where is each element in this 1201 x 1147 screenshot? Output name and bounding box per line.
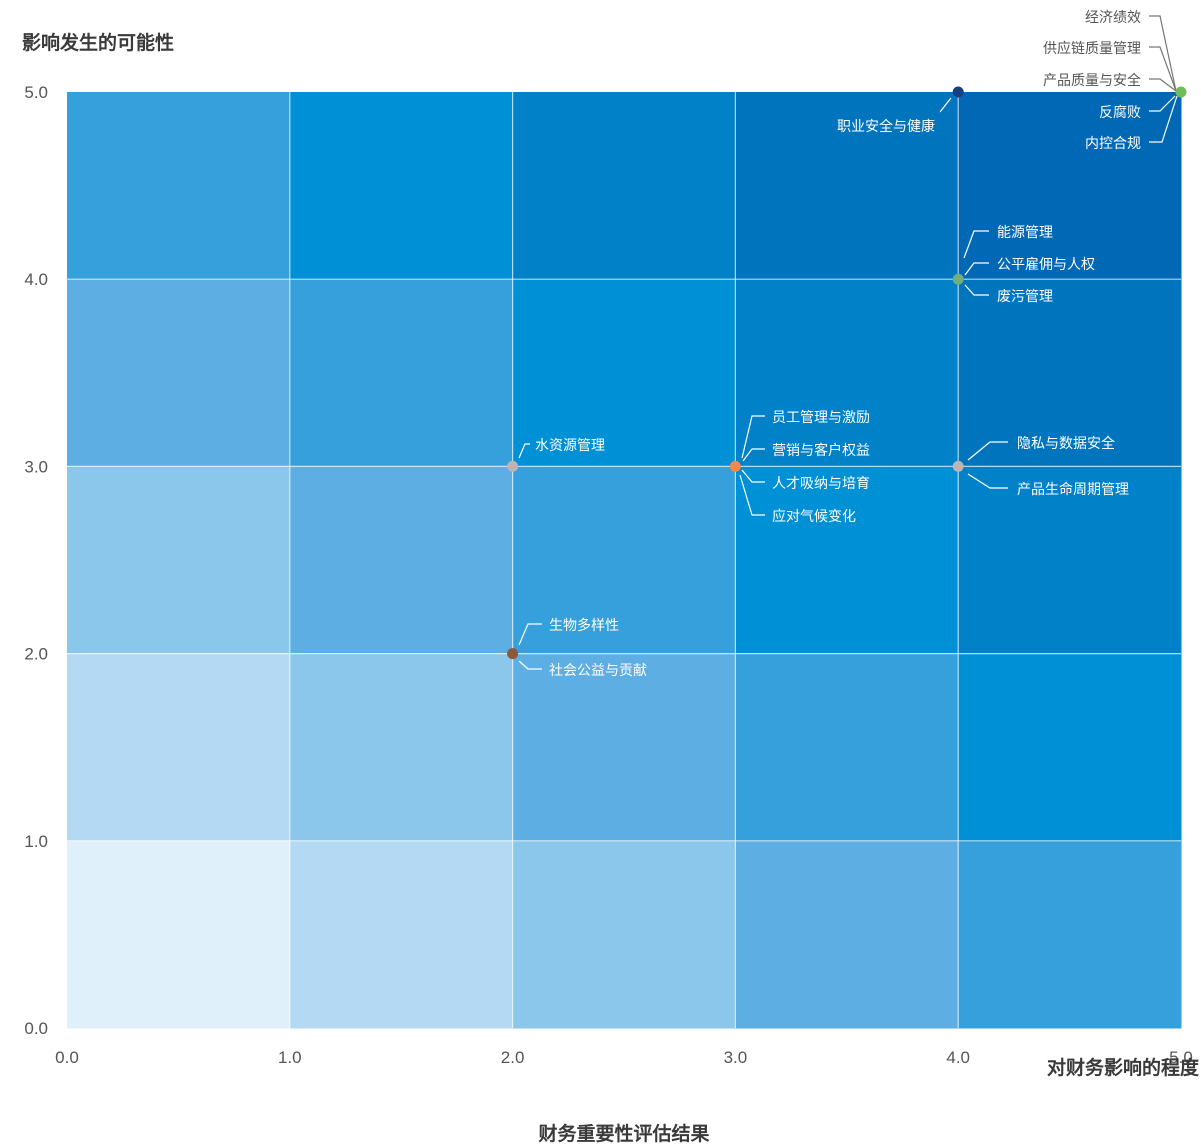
label-leader-line [1149, 95, 1176, 112]
data-points [507, 86, 1187, 660]
label-leader-line [739, 474, 765, 516]
label-leader-line [964, 284, 989, 296]
heatmap-cell [512, 840, 736, 1029]
heatmap-cell [289, 653, 514, 842]
heatmap-cell [512, 279, 736, 467]
grid-lines [67, 92, 1181, 1028]
data-point [952, 273, 964, 285]
heatmap-cell [512, 466, 736, 655]
heatmap-cells [67, 92, 1182, 1029]
y-tick-label: 0.0 [24, 1019, 48, 1038]
heatmap-cell [958, 279, 1182, 467]
data-point [952, 460, 964, 472]
data-point [1175, 86, 1187, 98]
point-label: 员工管理与激励 [772, 409, 870, 426]
y-tick-label: 2.0 [24, 645, 48, 664]
y-tick-label: 3.0 [24, 457, 48, 476]
heatmap-cell [289, 279, 514, 467]
label-leader-line [1149, 15, 1177, 92]
heatmap-cell [735, 653, 959, 842]
y-tick-label: 4.0 [24, 270, 48, 289]
point-label: 应对气候变化 [772, 508, 856, 525]
heatmap-cell [67, 466, 291, 655]
label-leaders [518, 15, 1178, 670]
heatmap-cell [67, 840, 291, 1029]
data-point [729, 460, 741, 472]
label-leader-line [1149, 78, 1177, 92]
point-label: 产品生命周期管理 [1017, 481, 1129, 498]
y-axis-title: 影响发生的可能性 [22, 31, 174, 54]
heatmap-cell [735, 92, 959, 280]
x-tick-label: 0.0 [55, 1048, 79, 1067]
label-leader-line [1149, 46, 1177, 92]
heatmap-cell [735, 840, 959, 1029]
heatmap-cell [958, 92, 1182, 280]
point-label: 产品质量与安全 [1043, 72, 1141, 89]
point-label: 能源管理 [997, 225, 1053, 241]
chart-title: 财务重要性评估结果 [538, 1122, 709, 1145]
point-label: 公平雇佣与人权 [997, 256, 1095, 273]
heatmap-cell [67, 279, 291, 467]
x-tick-label: 3.0 [724, 1048, 748, 1067]
point-label: 职业安全与健康 [837, 118, 935, 135]
heatmap-cell [958, 466, 1182, 655]
point-label: 生物多样性 [549, 617, 619, 634]
label-leader-line [518, 443, 530, 459]
heatmap-cell [289, 92, 514, 280]
point-label: 隐私与数据安全 [1017, 435, 1115, 452]
heatmap-cell [512, 92, 736, 280]
heatmap-cell [735, 466, 959, 655]
label-leader-line [518, 660, 542, 670]
x-axis-title: 对财务影响的程度 [1047, 1056, 1200, 1079]
heatmap-cell [289, 840, 514, 1029]
data-point [952, 86, 964, 98]
point-label: 人才吸纳与培育 [772, 476, 870, 492]
heatmap-cell [958, 653, 1182, 842]
heatmap-cell [512, 653, 736, 842]
point-label: 水资源管理 [535, 438, 605, 454]
x-tick-label: 5.0 [1169, 1048, 1193, 1067]
y-tick-label: 5.0 [24, 83, 48, 102]
data-point [507, 460, 519, 472]
heatmap-cell [958, 840, 1182, 1029]
heatmap-cell [67, 92, 291, 280]
point-label: 内控合规 [1085, 136, 1141, 152]
label-leader-line [741, 415, 765, 459]
y-tick-labels: 0.0 1.0 2.0 3.0 4.0 5.0 [24, 83, 48, 1038]
label-leader-line [741, 469, 765, 483]
label-leader-line [967, 441, 1008, 461]
label-leader-line [1149, 95, 1178, 143]
label-leader-line [518, 623, 542, 646]
x-tick-label: 4.0 [946, 1048, 970, 1067]
label-leader-line [939, 97, 952, 113]
heatmap-cell [289, 466, 514, 655]
point-label: 反腐败 [1099, 104, 1141, 121]
x-tick-label: 2.0 [501, 1048, 525, 1067]
label-leader-line [963, 230, 989, 259]
x-tick-labels: 0.0 1.0 2.0 3.0 4.0 5.0 [55, 1048, 1193, 1067]
point-label: 供应链质量管理 [1043, 40, 1141, 57]
label-leader-line [967, 473, 1008, 489]
point-label: 经济绩效 [1085, 10, 1141, 26]
point-label: 社会公益与贡献 [549, 663, 647, 679]
y-tick-label: 1.0 [24, 832, 48, 851]
heatmap-cell [735, 279, 959, 467]
x-tick-label: 1.0 [278, 1048, 302, 1067]
point-label: 废污管理 [997, 289, 1053, 305]
data-point [507, 648, 519, 660]
heatmap-cell [67, 653, 291, 842]
label-leader-line [964, 262, 989, 276]
label-leader-line [742, 448, 765, 462]
point-label: 营销与客户权益 [772, 442, 870, 459]
